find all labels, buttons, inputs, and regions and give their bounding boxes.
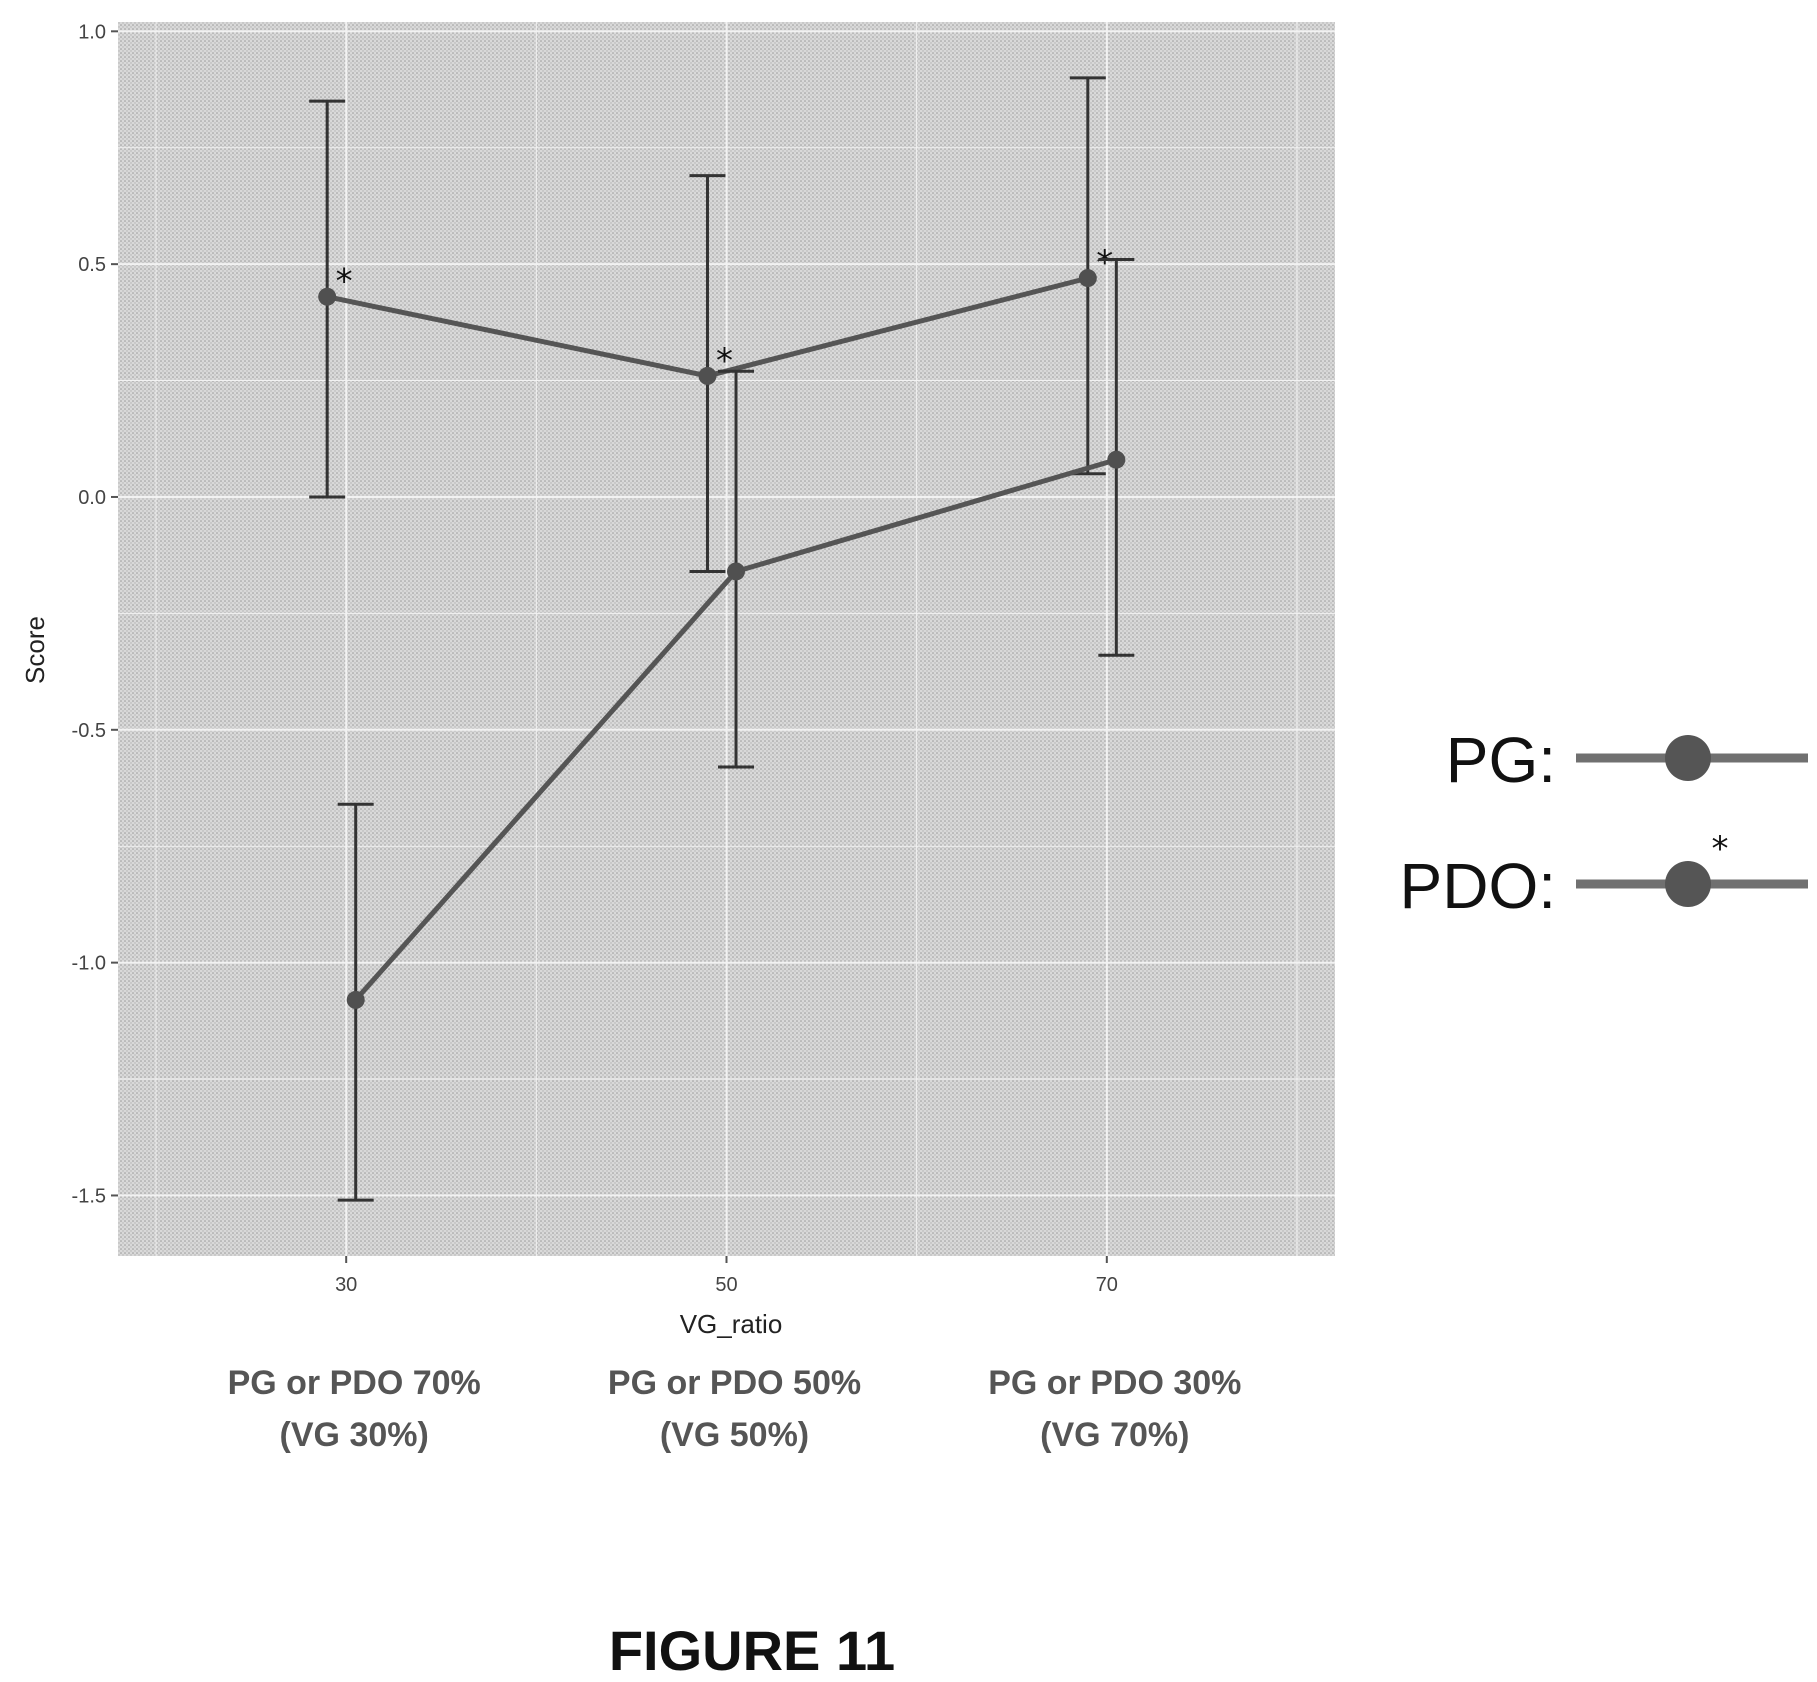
y-tick-label: -1.5 xyxy=(72,1185,106,1207)
y-tick-label: -0.5 xyxy=(72,720,106,742)
category-labels: PG or PDO 70% (VG 30%) PG or PDO 50% (VG 50… xyxy=(228,1364,1242,1454)
x-tick-label: 70 xyxy=(1096,1274,1118,1296)
y-axis-ticks: 1.0 0.5 0.0 -0.5 -1.0 -1.5 xyxy=(72,21,118,1207)
data-point xyxy=(346,990,365,1009)
category-label-line2: (VG 30%) xyxy=(280,1416,429,1454)
legend-label-pg: PG: xyxy=(1446,724,1556,796)
significance-star: * xyxy=(1096,243,1113,283)
y-tick-label: 1.0 xyxy=(78,21,106,43)
data-point xyxy=(1107,450,1126,469)
series-pdo xyxy=(337,257,1135,1202)
significance-star: * xyxy=(716,341,733,381)
y-axis-title: Score xyxy=(20,616,50,684)
category-label-line1: PG or PDO 50% xyxy=(608,1364,861,1402)
significance-star: * xyxy=(336,262,353,302)
data-point xyxy=(727,562,746,581)
x-tick-label: 30 xyxy=(335,1274,357,1296)
y-tick-label: -1.0 xyxy=(72,953,106,975)
legend-label-pdo: PDO: xyxy=(1400,850,1556,922)
figure-caption: FIGURE 11 xyxy=(609,1619,895,1682)
legend-marker-pg xyxy=(1665,735,1711,781)
legend-marker-pdo xyxy=(1665,861,1711,907)
series-pg: * * * xyxy=(309,76,1113,573)
category-label-line2: (VG 50%) xyxy=(660,1416,809,1454)
x-tick-label: 50 xyxy=(715,1274,737,1296)
x-axis-title: VG_ratio xyxy=(680,1309,783,1339)
category-label-line1: PG or PDO 30% xyxy=(988,1364,1241,1402)
y-tick-label: 0.5 xyxy=(78,254,106,276)
data-point xyxy=(698,366,717,385)
data-point xyxy=(318,287,337,306)
category-label-line2: (VG 70%) xyxy=(1040,1416,1189,1454)
category-label-line1: PG or PDO 70% xyxy=(228,1364,481,1402)
data-point xyxy=(1078,269,1097,288)
x-axis-ticks: 30 50 70 xyxy=(335,1256,1118,1296)
y-tick-label: 0.0 xyxy=(78,487,106,509)
series-layer: * * * xyxy=(309,76,1135,1202)
legend-annotation-star: * xyxy=(1712,829,1729,869)
legend: PG: PDO: * xyxy=(1400,724,1808,922)
